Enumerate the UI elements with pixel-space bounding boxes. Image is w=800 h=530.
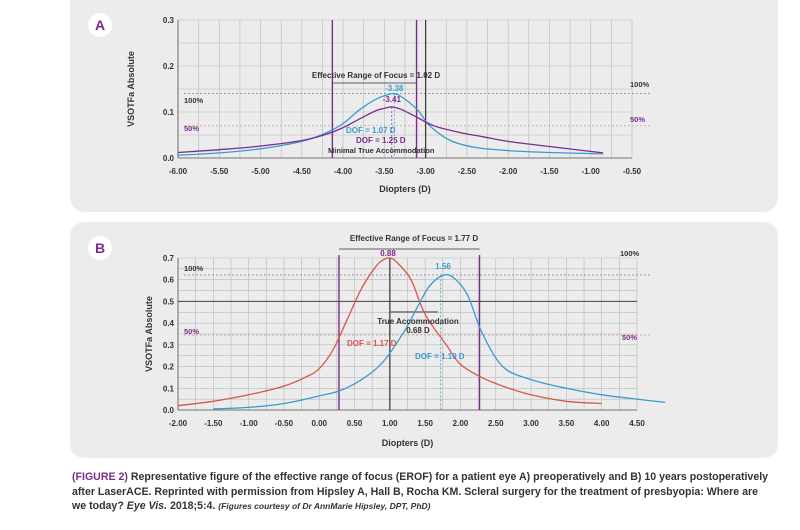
y-tick-label: 0.5 (163, 297, 175, 306)
label-50-right: 50% (622, 333, 637, 342)
panel-a-background (70, 0, 778, 212)
x-tick-label: -5.50 (210, 167, 229, 176)
x-tick-label: -6.00 (169, 167, 188, 176)
x-tick-label: 3.00 (523, 419, 539, 428)
y-tick-label: 0.1 (163, 108, 175, 117)
label-100-right: 100% (620, 249, 640, 258)
x-tick-label: -3.50 (375, 167, 394, 176)
true-accommodation-label: True Accommodation (377, 317, 459, 326)
y-tick-label: 0.4 (163, 319, 175, 328)
caption-text: Representative figure of the effective r… (72, 471, 769, 512)
x-tick-label: -2.00 (499, 167, 518, 176)
chart-a: -6.00 -5.50 -5.00 -4.50 -4.00 -3.50 -3.00 -2.50… (126, 16, 650, 194)
y-axis-label: VSOTFa Absolute (126, 51, 136, 127)
x-tick-label: -0.50 (623, 167, 642, 176)
caption-figure-tag: (FIGURE 2) (72, 471, 128, 483)
x-tick-label: -2.50 (458, 167, 477, 176)
y-tick-label: 0.6 (163, 276, 175, 285)
x-tick-label: 1.50 (417, 419, 433, 428)
x-tick-label: 2.50 (488, 419, 504, 428)
x-tick-label: -3.00 (417, 167, 436, 176)
caption-journal: Eye Vis. (126, 500, 168, 512)
true-accommodation-value: 0.68 D (406, 326, 430, 335)
y-tick-label: 0.2 (163, 363, 175, 372)
x-tick-label: -2.00 (169, 419, 188, 428)
y-tick-label: 0.1 (163, 384, 175, 393)
dof-label-blue: DOF = 1.07 D (346, 126, 396, 135)
x-tick-label: 4.50 (629, 419, 645, 428)
erof-label: Effective Range of Focus = 1.77 D (350, 234, 478, 243)
peak-label-red: 0.88 (380, 249, 396, 258)
dof-label-red: DOF = 1.17 D (347, 339, 397, 348)
chart-b: -2.00 -1.50 -1.00 -0.50 0.00 0.50 1.00 1.50 2.00… (144, 234, 666, 448)
peak-label-purple: -3.41 (383, 95, 402, 104)
x-tick-label: 3.50 (559, 419, 575, 428)
series-curve (213, 273, 666, 410)
panel-a-badge: A (88, 13, 112, 37)
x-axis-label: Diopters (D) (379, 184, 431, 194)
panel-b-badge: B (88, 236, 112, 260)
y-tick-label: 0.2 (163, 62, 175, 71)
figure-caption: (FIGURE 2) Representative figure of the … (72, 470, 772, 514)
x-tick-label: 2.00 (453, 419, 469, 428)
y-tick-label: 0.3 (163, 16, 175, 25)
x-tick-label: -1.50 (204, 419, 223, 428)
x-axis-label: Diopters (D) (382, 438, 434, 448)
x-tick-label: -1.50 (540, 167, 559, 176)
label-100-right: 100% (630, 80, 650, 89)
dof-label-purple: DOF = 1.25 D (356, 136, 406, 145)
label-50-right: 50% (630, 115, 645, 124)
x-tick-label: 0.50 (347, 419, 363, 428)
label-100-left: 100% (184, 96, 204, 105)
x-tick-label: -0.50 (275, 419, 294, 428)
series-curve (177, 92, 604, 156)
x-tick-label: -1.00 (239, 419, 258, 428)
x-tick-label: -1.00 (582, 167, 601, 176)
peak-label-blue: 1.56 (435, 262, 451, 271)
x-tick-label: -4.00 (334, 167, 353, 176)
label-100-left: 100% (184, 264, 204, 273)
y-tick-label: 0.3 (163, 341, 175, 350)
x-tick-label: 4.00 (594, 419, 610, 428)
y-tick-label: 0.0 (163, 406, 175, 415)
x-tick-label: -4.50 (293, 167, 312, 176)
y-axis-label: VSOTFa Absolute (144, 296, 154, 372)
x-tick-label: -5.00 (251, 167, 270, 176)
series-curve (177, 257, 602, 407)
caption-credit: (Figures courtesy of Dr AnnMarie Hipsley… (218, 501, 431, 511)
y-tick-label: 0.7 (163, 254, 175, 263)
caption-citation: 2018;5:4. (169, 500, 216, 512)
mta-label: Minimal True Accommodation (328, 146, 435, 155)
erof-label: Effective Range of Focus = 1.02 D (312, 71, 440, 80)
peak-label-blue: -3.38 (385, 84, 404, 93)
y-tick-label: 0.0 (163, 154, 175, 163)
label-50-left: 50% (184, 327, 199, 336)
x-tick-label: 1.00 (382, 419, 398, 428)
dof-label-blue: DOF = 1.10 D (415, 352, 465, 361)
panel-b-background (70, 222, 778, 458)
label-50-left: 50% (184, 124, 199, 133)
series-curve (177, 106, 604, 154)
x-tick-label: 0.00 (311, 419, 327, 428)
